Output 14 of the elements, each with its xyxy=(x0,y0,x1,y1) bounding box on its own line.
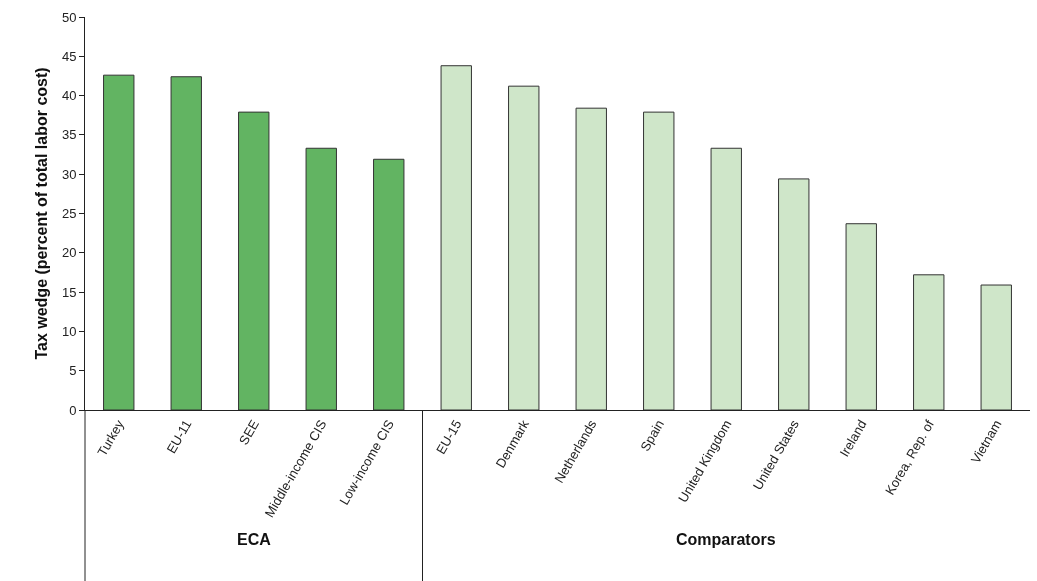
y-tick-label: 0 xyxy=(69,402,77,418)
y-tick-label: 35 xyxy=(61,127,77,143)
text: Comparators xyxy=(676,531,776,548)
y-tick-label: 30 xyxy=(61,166,77,182)
y-tick-label: 5 xyxy=(69,363,77,379)
y-tick-label: 40 xyxy=(61,88,77,104)
y-tick-label: 15 xyxy=(61,284,77,300)
y-tick-label: 20 xyxy=(61,245,77,261)
text: ECA xyxy=(237,531,272,548)
y-tick-label: 50 xyxy=(61,9,77,25)
y-tick-label: 10 xyxy=(61,323,77,339)
y-tick-label: 25 xyxy=(61,206,77,222)
y-axis-title: Tax wedge (percent of total labor cost) xyxy=(32,67,50,360)
y-tick-label: 45 xyxy=(61,48,77,64)
